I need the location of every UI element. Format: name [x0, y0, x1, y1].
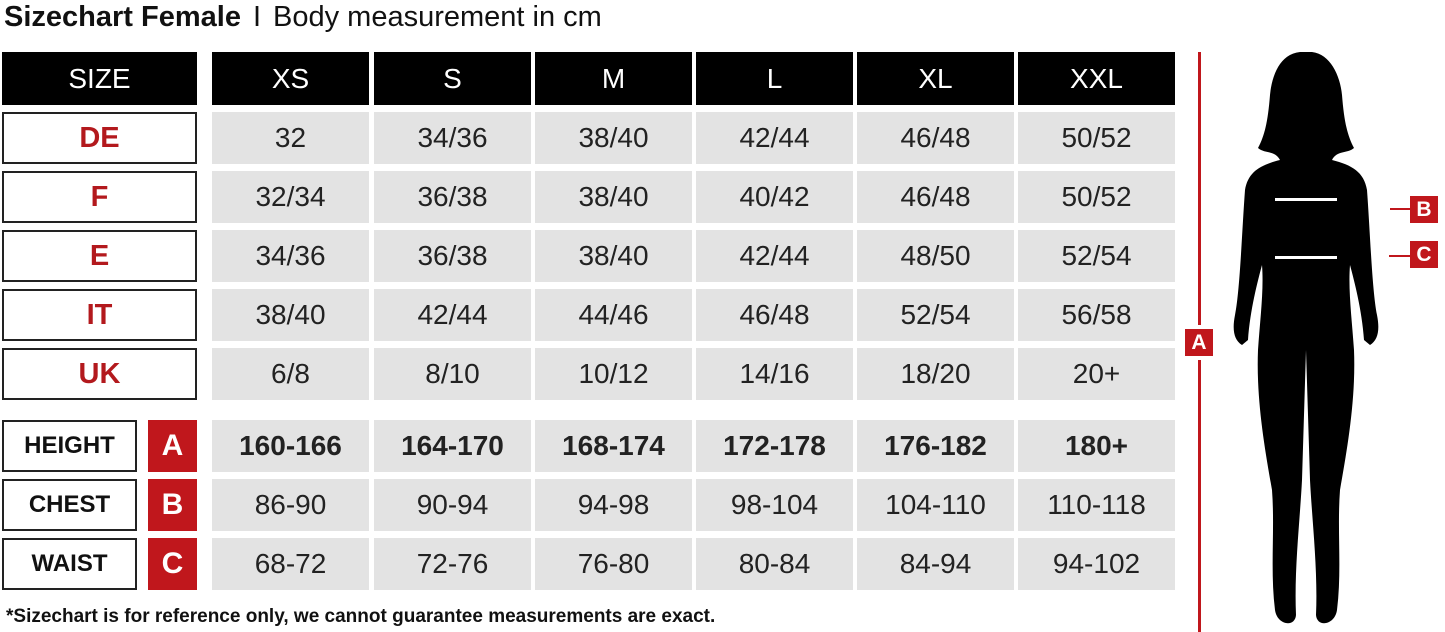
- table-cell: 18/20: [857, 348, 1014, 400]
- table-cell: 80-84: [696, 538, 853, 590]
- region-label: F: [2, 171, 197, 223]
- size-column-header: M: [535, 52, 692, 105]
- chest-tag: B: [1410, 196, 1438, 223]
- size-column-header: XXL: [1018, 52, 1175, 105]
- waist-tag: C: [1410, 241, 1438, 268]
- table-cell: 160-166: [212, 420, 369, 472]
- region-label: IT: [2, 289, 197, 341]
- table-cell: 34/36: [374, 112, 531, 164]
- size-column-header: XL: [857, 52, 1014, 105]
- size-column-header: L: [696, 52, 853, 105]
- table-cell: 76-80: [535, 538, 692, 590]
- table-cell: 172-178: [696, 420, 853, 472]
- table-cell: 34/36: [212, 230, 369, 282]
- waist-measure-line: [1275, 256, 1337, 259]
- table-cell: 164-170: [374, 420, 531, 472]
- table-cell: 52/54: [857, 289, 1014, 341]
- height-tag: A: [1185, 329, 1213, 356]
- table-cell: 36/38: [374, 171, 531, 223]
- table-cell: 38/40: [212, 289, 369, 341]
- table-cell: 40/42: [696, 171, 853, 223]
- chest-pointer: [1390, 208, 1410, 210]
- table-cell: 104-110: [857, 479, 1014, 531]
- table-cell: 94-102: [1018, 538, 1175, 590]
- table-cell: 46/48: [857, 112, 1014, 164]
- table-cell: 110-118: [1018, 479, 1175, 531]
- region-label: E: [2, 230, 197, 282]
- table-cell: 50/52: [1018, 171, 1175, 223]
- table-cell: 84-94: [857, 538, 1014, 590]
- table-cell: 56/58: [1018, 289, 1175, 341]
- measure-label: HEIGHT: [2, 420, 137, 472]
- table-cell: 86-90: [212, 479, 369, 531]
- chest-measure-line: [1275, 198, 1337, 201]
- table-cell: 42/44: [696, 230, 853, 282]
- table-cell: 20+: [1018, 348, 1175, 400]
- table-cell: 94-98: [535, 479, 692, 531]
- footnote: *Sizechart is for reference only, we can…: [6, 606, 716, 627]
- female-silhouette-icon: [1233, 52, 1379, 624]
- table-cell: 32/34: [212, 171, 369, 223]
- table-cell: 38/40: [535, 230, 692, 282]
- table-cell: 52/54: [1018, 230, 1175, 282]
- size-column-header: S: [374, 52, 531, 105]
- table-cell: 68-72: [212, 538, 369, 590]
- waist-pointer: [1389, 255, 1410, 257]
- table-cell: 46/48: [857, 171, 1014, 223]
- table-cell: 168-174: [535, 420, 692, 472]
- table-cell: 44/46: [535, 289, 692, 341]
- measure-label: CHEST: [2, 479, 137, 531]
- page-title: Sizechart Female I Body measurement in cm: [4, 1, 602, 33]
- table-cell: 48/50: [857, 230, 1014, 282]
- size-column-header: XS: [212, 52, 369, 105]
- table-cell: 98-104: [696, 479, 853, 531]
- table-cell: 50/52: [1018, 112, 1175, 164]
- table-cell: 6/8: [212, 348, 369, 400]
- measure-label: WAIST: [2, 538, 137, 590]
- table-cell: 8/10: [374, 348, 531, 400]
- table-cell: 42/44: [696, 112, 853, 164]
- table-cell: 38/40: [535, 112, 692, 164]
- table-cell: 90-94: [374, 479, 531, 531]
- measure-key-badge: A: [148, 420, 197, 472]
- size-header: SIZE: [2, 52, 197, 105]
- table-cell: 42/44: [374, 289, 531, 341]
- region-label: UK: [2, 348, 197, 400]
- table-cell: 10/12: [535, 348, 692, 400]
- table-cell: 72-76: [374, 538, 531, 590]
- table-cell: 38/40: [535, 171, 692, 223]
- table-cell: 14/16: [696, 348, 853, 400]
- table-cell: 180+: [1018, 420, 1175, 472]
- table-cell: 46/48: [696, 289, 853, 341]
- measure-key-badge: C: [148, 538, 197, 590]
- table-cell: 32: [212, 112, 369, 164]
- region-label: DE: [2, 112, 197, 164]
- measure-key-badge: B: [148, 479, 197, 531]
- table-cell: 36/38: [374, 230, 531, 282]
- table-cell: 176-182: [857, 420, 1014, 472]
